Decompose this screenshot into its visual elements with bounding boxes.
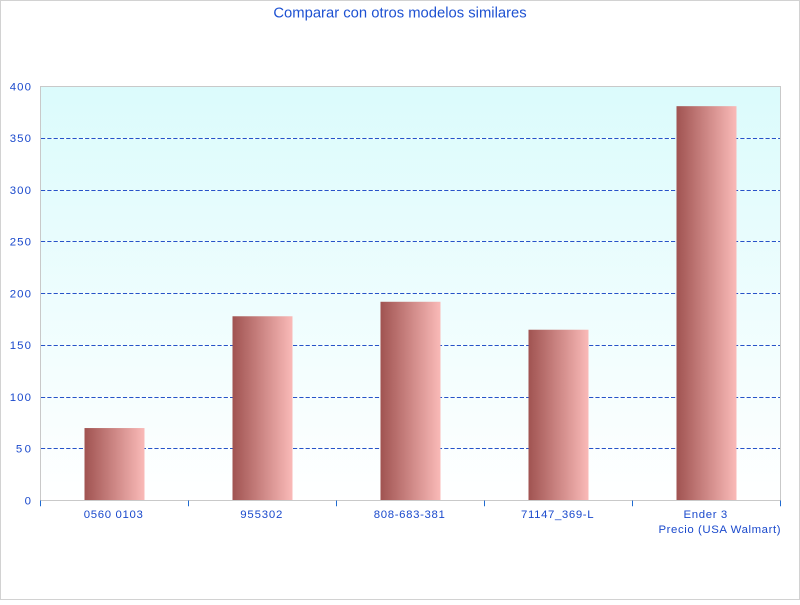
svg-text:350: 350	[10, 133, 31, 145]
svg-text:0: 0	[25, 495, 31, 507]
svg-text:300: 300	[10, 185, 31, 197]
svg-text:200: 200	[10, 288, 31, 300]
svg-text:0560 0103: 0560 0103	[84, 509, 143, 521]
svg-text:100: 100	[10, 392, 31, 404]
svg-text:71147_369-L: 71147_369-L	[521, 509, 594, 521]
svg-text:808-683-381: 808-683-381	[374, 509, 445, 521]
svg-text:Ender 3: Ender 3	[684, 509, 728, 521]
svg-text:150: 150	[10, 340, 31, 352]
svg-text:Precio (USA Walmart): Precio (USA Walmart)	[659, 524, 781, 536]
svg-text:955302: 955302	[240, 509, 282, 521]
svg-text:400: 400	[10, 81, 31, 93]
svg-text:Comparar con otros modelos sim: Comparar con otros modelos similares	[273, 6, 526, 22]
svg-text:250: 250	[10, 237, 31, 249]
